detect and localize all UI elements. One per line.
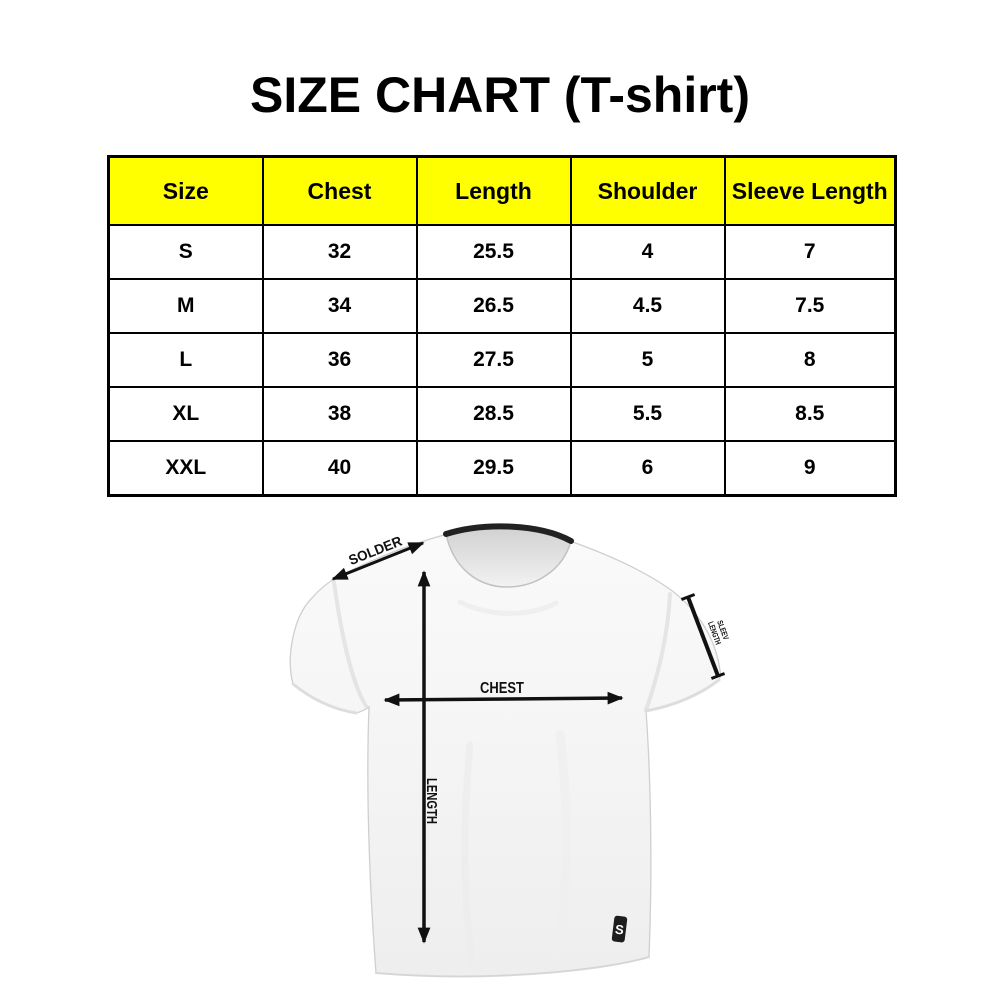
header-cell-sleeve-length: Sleeve Length bbox=[723, 155, 897, 226]
sleeve-measure-line bbox=[680, 593, 726, 680]
sleeve-label-line2: LENGTH bbox=[706, 620, 723, 646]
table-row: S 32 25.5 4 7 bbox=[107, 224, 897, 280]
table-cell: 27.5 bbox=[415, 332, 572, 388]
table-cell: XL bbox=[107, 386, 264, 442]
brand-tag: S bbox=[611, 915, 628, 943]
shoulder-arrow bbox=[331, 541, 425, 581]
table-cell: 4 bbox=[569, 224, 726, 280]
table-cell: 8 bbox=[723, 332, 897, 388]
table-cell: 26.5 bbox=[415, 278, 572, 334]
table-row: L 36 27.5 5 8 bbox=[107, 332, 897, 388]
sleeve-label-line1: SLEEV bbox=[715, 619, 730, 641]
table-cell: 7.5 bbox=[723, 278, 897, 334]
table-cell: M bbox=[107, 278, 264, 334]
table-cell: 36 bbox=[261, 332, 418, 388]
table-cell: 34 bbox=[261, 278, 418, 334]
table-cell: S bbox=[107, 224, 264, 280]
header-cell-shoulder: Shoulder bbox=[569, 155, 726, 226]
chest-label: CHEST bbox=[480, 680, 524, 697]
chest-arrow bbox=[383, 691, 624, 707]
table-cell: 29.5 bbox=[415, 440, 572, 497]
table-cell: 5.5 bbox=[569, 386, 726, 442]
table-row: XXL 40 29.5 6 9 bbox=[107, 440, 897, 497]
table-cell: 25.5 bbox=[415, 224, 572, 280]
tshirt-collar bbox=[443, 523, 574, 544]
table-cell: 38 bbox=[261, 386, 418, 442]
table-cell: 40 bbox=[261, 440, 418, 497]
tshirt-neckline-edge bbox=[445, 533, 572, 588]
table-cell: XXL bbox=[107, 440, 264, 497]
length-label: LENGTH bbox=[423, 778, 439, 824]
header-cell-size: Size bbox=[107, 155, 264, 226]
table-cell: 8.5 bbox=[723, 386, 897, 442]
table-cell: 28.5 bbox=[415, 386, 572, 442]
table-cell: 5 bbox=[569, 332, 726, 388]
fabric-shading bbox=[291, 580, 721, 978]
table-cell: 7 bbox=[723, 224, 897, 280]
tshirt-neckline bbox=[446, 526, 571, 587]
brand-letter: S bbox=[614, 922, 625, 938]
sleeve-length-label: SLEEV LENGTH bbox=[706, 619, 731, 646]
table-cell: 32 bbox=[261, 224, 418, 280]
tshirt-body bbox=[289, 526, 722, 978]
shoulder-label: SOLDER bbox=[346, 533, 404, 568]
header-cell-chest: Chest bbox=[261, 155, 418, 226]
header-cell-length: Length bbox=[415, 155, 572, 226]
size-chart-table: Size Chest Length Shoulder Sleeve Length… bbox=[107, 155, 897, 497]
table-cell: 4.5 bbox=[569, 278, 726, 334]
table-cell: L bbox=[107, 332, 264, 388]
page-title: SIZE CHART (T-shirt) bbox=[250, 67, 750, 123]
table-cell: 9 bbox=[723, 440, 897, 497]
table-row: XL 38 28.5 5.5 8.5 bbox=[107, 386, 897, 442]
table-cell: 6 bbox=[569, 440, 726, 497]
table-row: M 34 26.5 4.5 7.5 bbox=[107, 278, 897, 334]
table-header-row: Size Chest Length Shoulder Sleeve Length bbox=[107, 155, 897, 226]
